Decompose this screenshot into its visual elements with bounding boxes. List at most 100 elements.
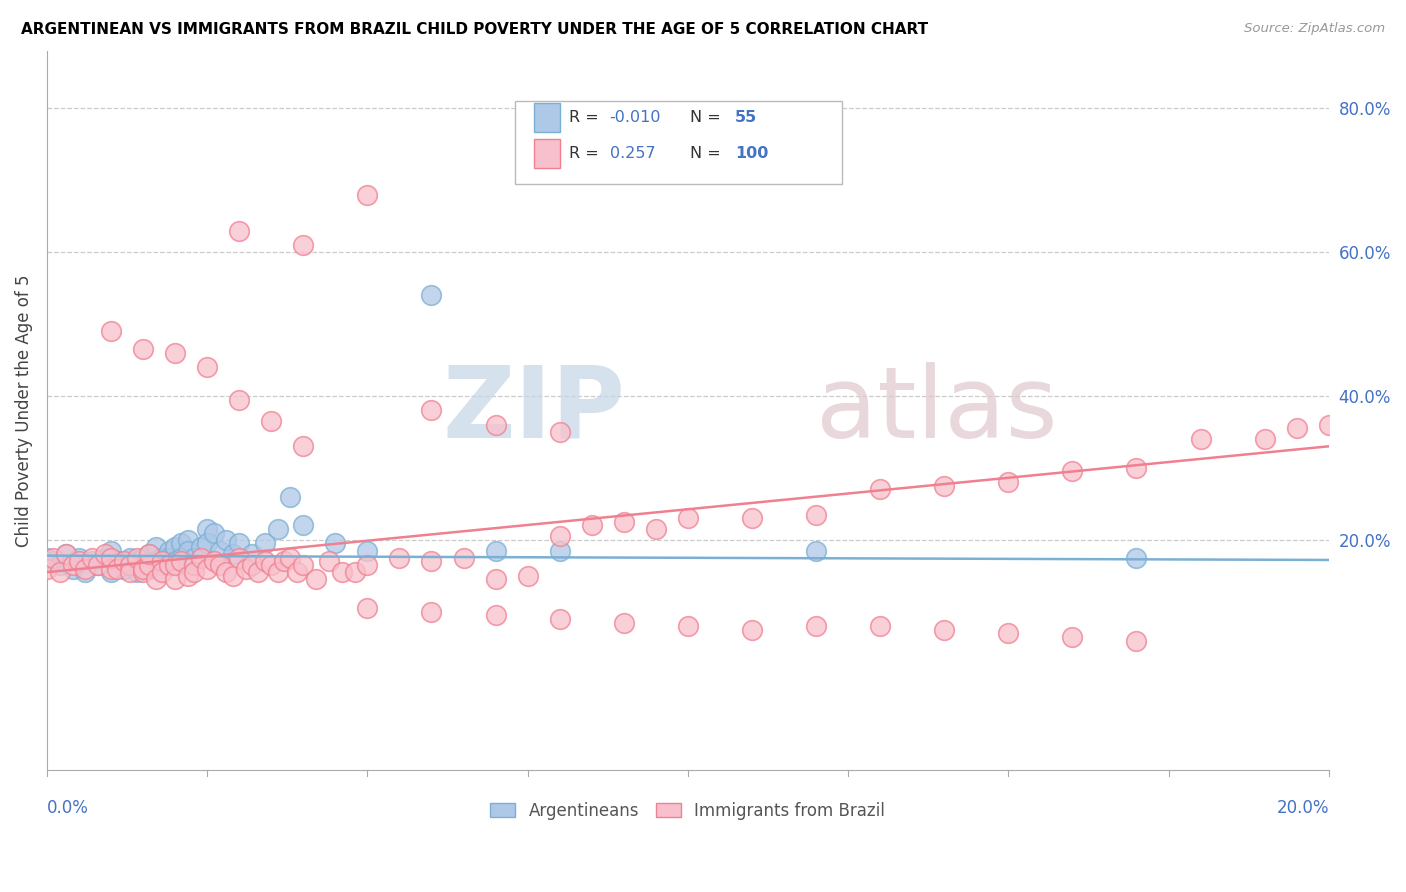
Point bbox=[138, 561, 160, 575]
Point bbox=[208, 558, 231, 572]
Point bbox=[165, 573, 187, 587]
Point bbox=[125, 550, 148, 565]
Point bbox=[190, 550, 212, 565]
Point bbox=[235, 561, 257, 575]
Point bbox=[804, 508, 827, 522]
Point bbox=[125, 554, 148, 568]
Point bbox=[145, 540, 167, 554]
Point bbox=[42, 550, 65, 565]
Point bbox=[1125, 461, 1147, 475]
Text: 100: 100 bbox=[735, 146, 769, 161]
Point bbox=[1189, 432, 1212, 446]
Point bbox=[260, 558, 283, 572]
Text: atlas: atlas bbox=[815, 362, 1057, 458]
Point bbox=[62, 558, 84, 572]
Text: ZIP: ZIP bbox=[443, 362, 626, 458]
Point bbox=[292, 238, 315, 252]
Point bbox=[247, 565, 270, 579]
Point bbox=[208, 543, 231, 558]
Point bbox=[548, 612, 571, 626]
Y-axis label: Child Poverty Under the Age of 5: Child Poverty Under the Age of 5 bbox=[15, 274, 32, 547]
Point bbox=[55, 547, 77, 561]
Point bbox=[100, 550, 122, 565]
Point bbox=[292, 439, 315, 453]
Point bbox=[420, 288, 443, 302]
Point bbox=[195, 360, 218, 375]
Point bbox=[67, 554, 90, 568]
Point bbox=[228, 392, 250, 407]
Text: 0.257: 0.257 bbox=[610, 146, 655, 161]
Point bbox=[195, 522, 218, 536]
Text: ARGENTINEAN VS IMMIGRANTS FROM BRAZIL CHILD POVERTY UNDER THE AGE OF 5 CORRELATI: ARGENTINEAN VS IMMIGRANTS FROM BRAZIL CH… bbox=[21, 22, 928, 37]
Point bbox=[869, 619, 891, 633]
Point bbox=[1285, 421, 1308, 435]
Point bbox=[228, 536, 250, 550]
Point bbox=[292, 558, 315, 572]
Point bbox=[1125, 550, 1147, 565]
Point bbox=[280, 490, 302, 504]
Point bbox=[132, 558, 155, 572]
Point bbox=[330, 565, 353, 579]
Point bbox=[165, 540, 187, 554]
Point bbox=[62, 561, 84, 575]
Point bbox=[741, 623, 763, 637]
Point bbox=[202, 525, 225, 540]
Point bbox=[75, 561, 97, 575]
Point bbox=[132, 342, 155, 356]
Point bbox=[484, 543, 506, 558]
FancyBboxPatch shape bbox=[515, 101, 842, 184]
Point bbox=[125, 565, 148, 579]
Point bbox=[48, 558, 70, 572]
Point bbox=[260, 414, 283, 428]
Point bbox=[644, 522, 666, 536]
Point bbox=[934, 623, 956, 637]
Point bbox=[112, 554, 135, 568]
Point bbox=[138, 547, 160, 561]
Point bbox=[80, 554, 103, 568]
Point bbox=[934, 479, 956, 493]
Text: 0.0%: 0.0% bbox=[46, 798, 89, 817]
Point bbox=[120, 550, 142, 565]
Point bbox=[453, 550, 475, 565]
Point bbox=[165, 346, 187, 360]
Point bbox=[100, 543, 122, 558]
Point bbox=[112, 561, 135, 575]
Point bbox=[804, 619, 827, 633]
Point bbox=[1253, 432, 1275, 446]
Point bbox=[55, 547, 77, 561]
Point bbox=[42, 554, 65, 568]
Point bbox=[804, 543, 827, 558]
Point bbox=[93, 547, 115, 561]
Point bbox=[100, 324, 122, 338]
Point bbox=[138, 558, 160, 572]
Text: Source: ZipAtlas.com: Source: ZipAtlas.com bbox=[1244, 22, 1385, 36]
Point bbox=[266, 522, 288, 536]
Point bbox=[195, 561, 218, 575]
Point bbox=[215, 533, 238, 547]
Point bbox=[132, 550, 155, 565]
Point bbox=[420, 605, 443, 619]
Point bbox=[145, 573, 167, 587]
Point bbox=[253, 554, 276, 568]
Point bbox=[75, 565, 97, 579]
Point bbox=[292, 518, 315, 533]
Point bbox=[48, 565, 70, 579]
Point bbox=[202, 554, 225, 568]
Point bbox=[356, 558, 378, 572]
Point bbox=[67, 550, 90, 565]
Point bbox=[157, 550, 180, 565]
Point bbox=[170, 554, 193, 568]
Point bbox=[100, 561, 122, 575]
Point bbox=[132, 565, 155, 579]
Text: N =: N = bbox=[690, 110, 721, 125]
Point bbox=[676, 511, 699, 525]
Point bbox=[869, 483, 891, 497]
Point bbox=[388, 550, 411, 565]
Point bbox=[132, 561, 155, 575]
Bar bbox=[534, 103, 560, 132]
Point bbox=[516, 568, 538, 582]
Text: R =: R = bbox=[568, 110, 599, 125]
Point bbox=[170, 550, 193, 565]
Point bbox=[215, 565, 238, 579]
Point bbox=[105, 554, 128, 568]
